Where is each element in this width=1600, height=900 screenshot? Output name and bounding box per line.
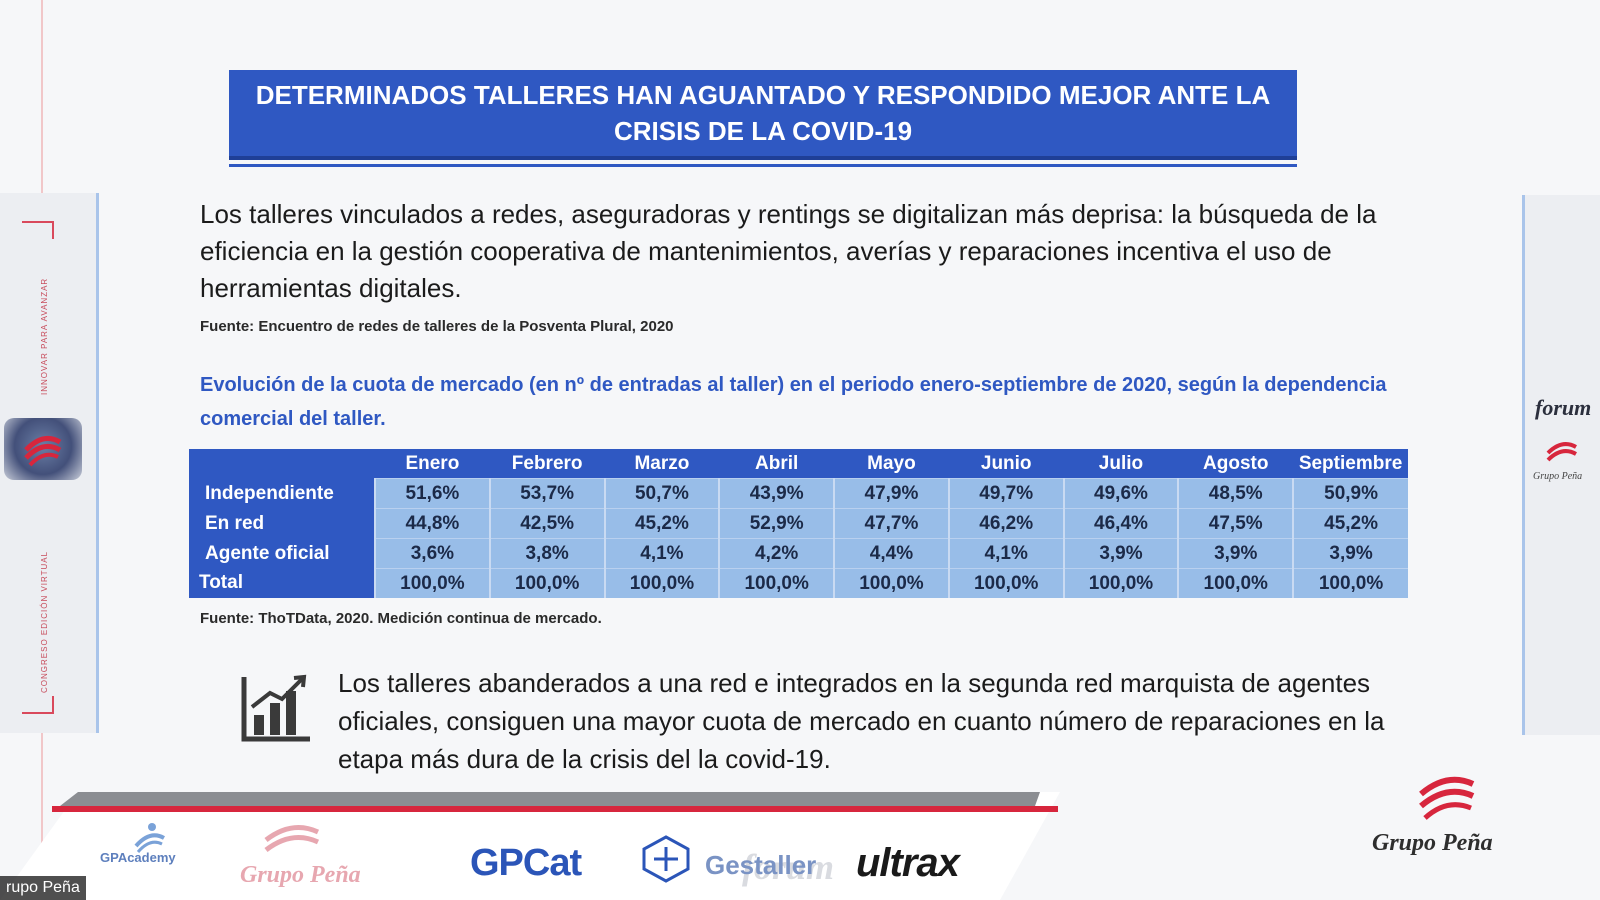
table-cell: 100,0% [718, 568, 835, 598]
table-cell: 100,0% [603, 568, 720, 598]
table-cell: 50,9% [1292, 478, 1408, 509]
footer-logo-gestaller: Gestaller [705, 850, 817, 880]
table-cell: 100,0% [1292, 568, 1408, 598]
grupo-pena-mark-icon [1546, 442, 1577, 462]
footer-logo-forum: forum [742, 847, 835, 887]
row-label: Independiente [189, 478, 375, 509]
footer-logo-gpcat: GPCat [470, 842, 582, 884]
column-header: Marzo [604, 449, 720, 479]
table-header-row: Enero Febrero Marzo Abril Mayo Junio Jul… [189, 449, 1408, 479]
gestaller-logo-icon [642, 835, 690, 883]
corner-brand-text: Grupo Peña [1372, 830, 1493, 856]
table-cell: 43,9% [718, 478, 835, 509]
table-cell: 42,5% [488, 508, 605, 539]
event-logo [4, 418, 82, 480]
table-cell: 49,6% [1062, 478, 1179, 509]
footer-logo-grupo-pena: Grupo Peña [240, 862, 361, 888]
table-cell: 4,1% [947, 538, 1064, 569]
right-forum-brand: forum [1535, 395, 1592, 420]
row-label: Total [189, 568, 375, 598]
slide-title: DETERMINADOS TALLERES HAN AGUANTADO Y RE… [255, 80, 1271, 146]
table-cell: 49,7% [947, 478, 1064, 509]
table-cell: 47,9% [833, 478, 949, 509]
slide-title-box: DETERMINADOS TALLERES HAN AGUANTADO Y RE… [229, 70, 1297, 160]
source-note-2: Fuente: ThoTData, 2020. Medición continu… [200, 610, 602, 627]
presenter-name-label: rupo Peña [0, 876, 86, 900]
table-cell: 100,0% [833, 568, 949, 598]
table-cell: 50,7% [603, 478, 720, 509]
table-cell: 45,2% [603, 508, 720, 539]
grupo-pena-mark-icon [264, 825, 320, 853]
column-header: Agosto [1178, 449, 1294, 479]
table-cell: 3,9% [1292, 538, 1408, 569]
column-header: Abril [719, 449, 835, 479]
table-cell: 48,5% [1177, 478, 1294, 509]
table-cell: 100,0% [1177, 568, 1294, 598]
footer-logo-ultrax: ultrax [856, 841, 960, 885]
bracket-top-decoration [22, 221, 54, 239]
table-cell: 51,6% [374, 478, 490, 509]
table-cell: 100,0% [947, 568, 1064, 598]
row-label: En red [189, 508, 375, 539]
table-cell: 100,0% [374, 568, 490, 598]
table-row-total: Total 100,0% 100,0% 100,0% 100,0% 100,0%… [189, 568, 1408, 598]
table-row: Independiente 51,6% 53,7% 50,7% 43,9% 47… [189, 478, 1408, 509]
table-cell: 45,2% [1292, 508, 1408, 539]
table-cell: 44,8% [374, 508, 490, 539]
table-cell: 3,9% [1177, 538, 1294, 569]
column-header: Enero [375, 449, 490, 479]
table-cell: 47,7% [833, 508, 949, 539]
row-label: Agente oficial [189, 538, 375, 569]
intro-paragraph: Los talleres vinculados a redes, asegura… [200, 199, 1377, 303]
grupo-pena-mark-icon [1419, 776, 1475, 820]
source-note-1: Fuente: Encuentro de redes de talleres d… [200, 318, 674, 335]
table-cell: 4,2% [718, 538, 835, 569]
table-cell: 3,6% [374, 538, 490, 569]
column-header: Mayo [834, 449, 949, 479]
table-cell: 3,9% [1062, 538, 1179, 569]
title-underline [229, 164, 1297, 167]
bar-chart-icon [241, 674, 310, 742]
column-header: Junio [948, 449, 1064, 479]
closing-paragraph: Los talleres abanderados a una red e int… [338, 668, 1385, 774]
right-side-panel: forum Grupo Peña [1522, 195, 1600, 735]
table-cell: 46,4% [1062, 508, 1179, 539]
table-cell: 100,0% [1062, 568, 1179, 598]
column-header: Septiembre [1293, 449, 1408, 479]
table-cell: 47,5% [1177, 508, 1294, 539]
table-cell: 52,9% [718, 508, 835, 539]
table-row: En red 44,8% 42,5% 45,2% 52,9% 47,7% 46,… [189, 508, 1408, 539]
table-row: Agente oficial 3,6% 3,8% 4,1% 4,2% 4,4% … [189, 538, 1408, 569]
table-cell: 46,2% [947, 508, 1064, 539]
side-tagline-top: INNOVAR PARA AVANZAR [40, 277, 49, 395]
table-cell: 4,1% [603, 538, 720, 569]
market-share-table: Enero Febrero Marzo Abril Mayo Junio Jul… [189, 449, 1408, 598]
right-brand-small: Grupo Peña [1533, 471, 1583, 482]
gpacademy-logo-icon [134, 823, 165, 854]
bracket-bottom-decoration [22, 696, 54, 714]
column-header: Febrero [489, 449, 605, 479]
table-cell: 4,4% [833, 538, 949, 569]
footer-logo-gpacademy: GPAcademy [100, 850, 176, 865]
table-corner-cell [189, 449, 375, 479]
column-header: Julio [1063, 449, 1179, 479]
table-subtitle: Evolución de la cuota de mercado (en nº … [200, 374, 1387, 430]
left-side-panel: INNOVAR PARA AVANZAR CONGRESO EDICIÓN VI… [0, 193, 99, 733]
table-cell: 3,8% [488, 538, 605, 569]
grupo-pena-mark-icon [24, 435, 62, 467]
footer-red-stripe [52, 806, 1058, 812]
footer-gray-stripe [60, 792, 1040, 806]
table-cell: 100,0% [488, 568, 605, 598]
table-cell: 53,7% [488, 478, 605, 509]
side-tagline-bottom: CONGRESO EDICIÓN VIRTUAL [40, 550, 49, 693]
